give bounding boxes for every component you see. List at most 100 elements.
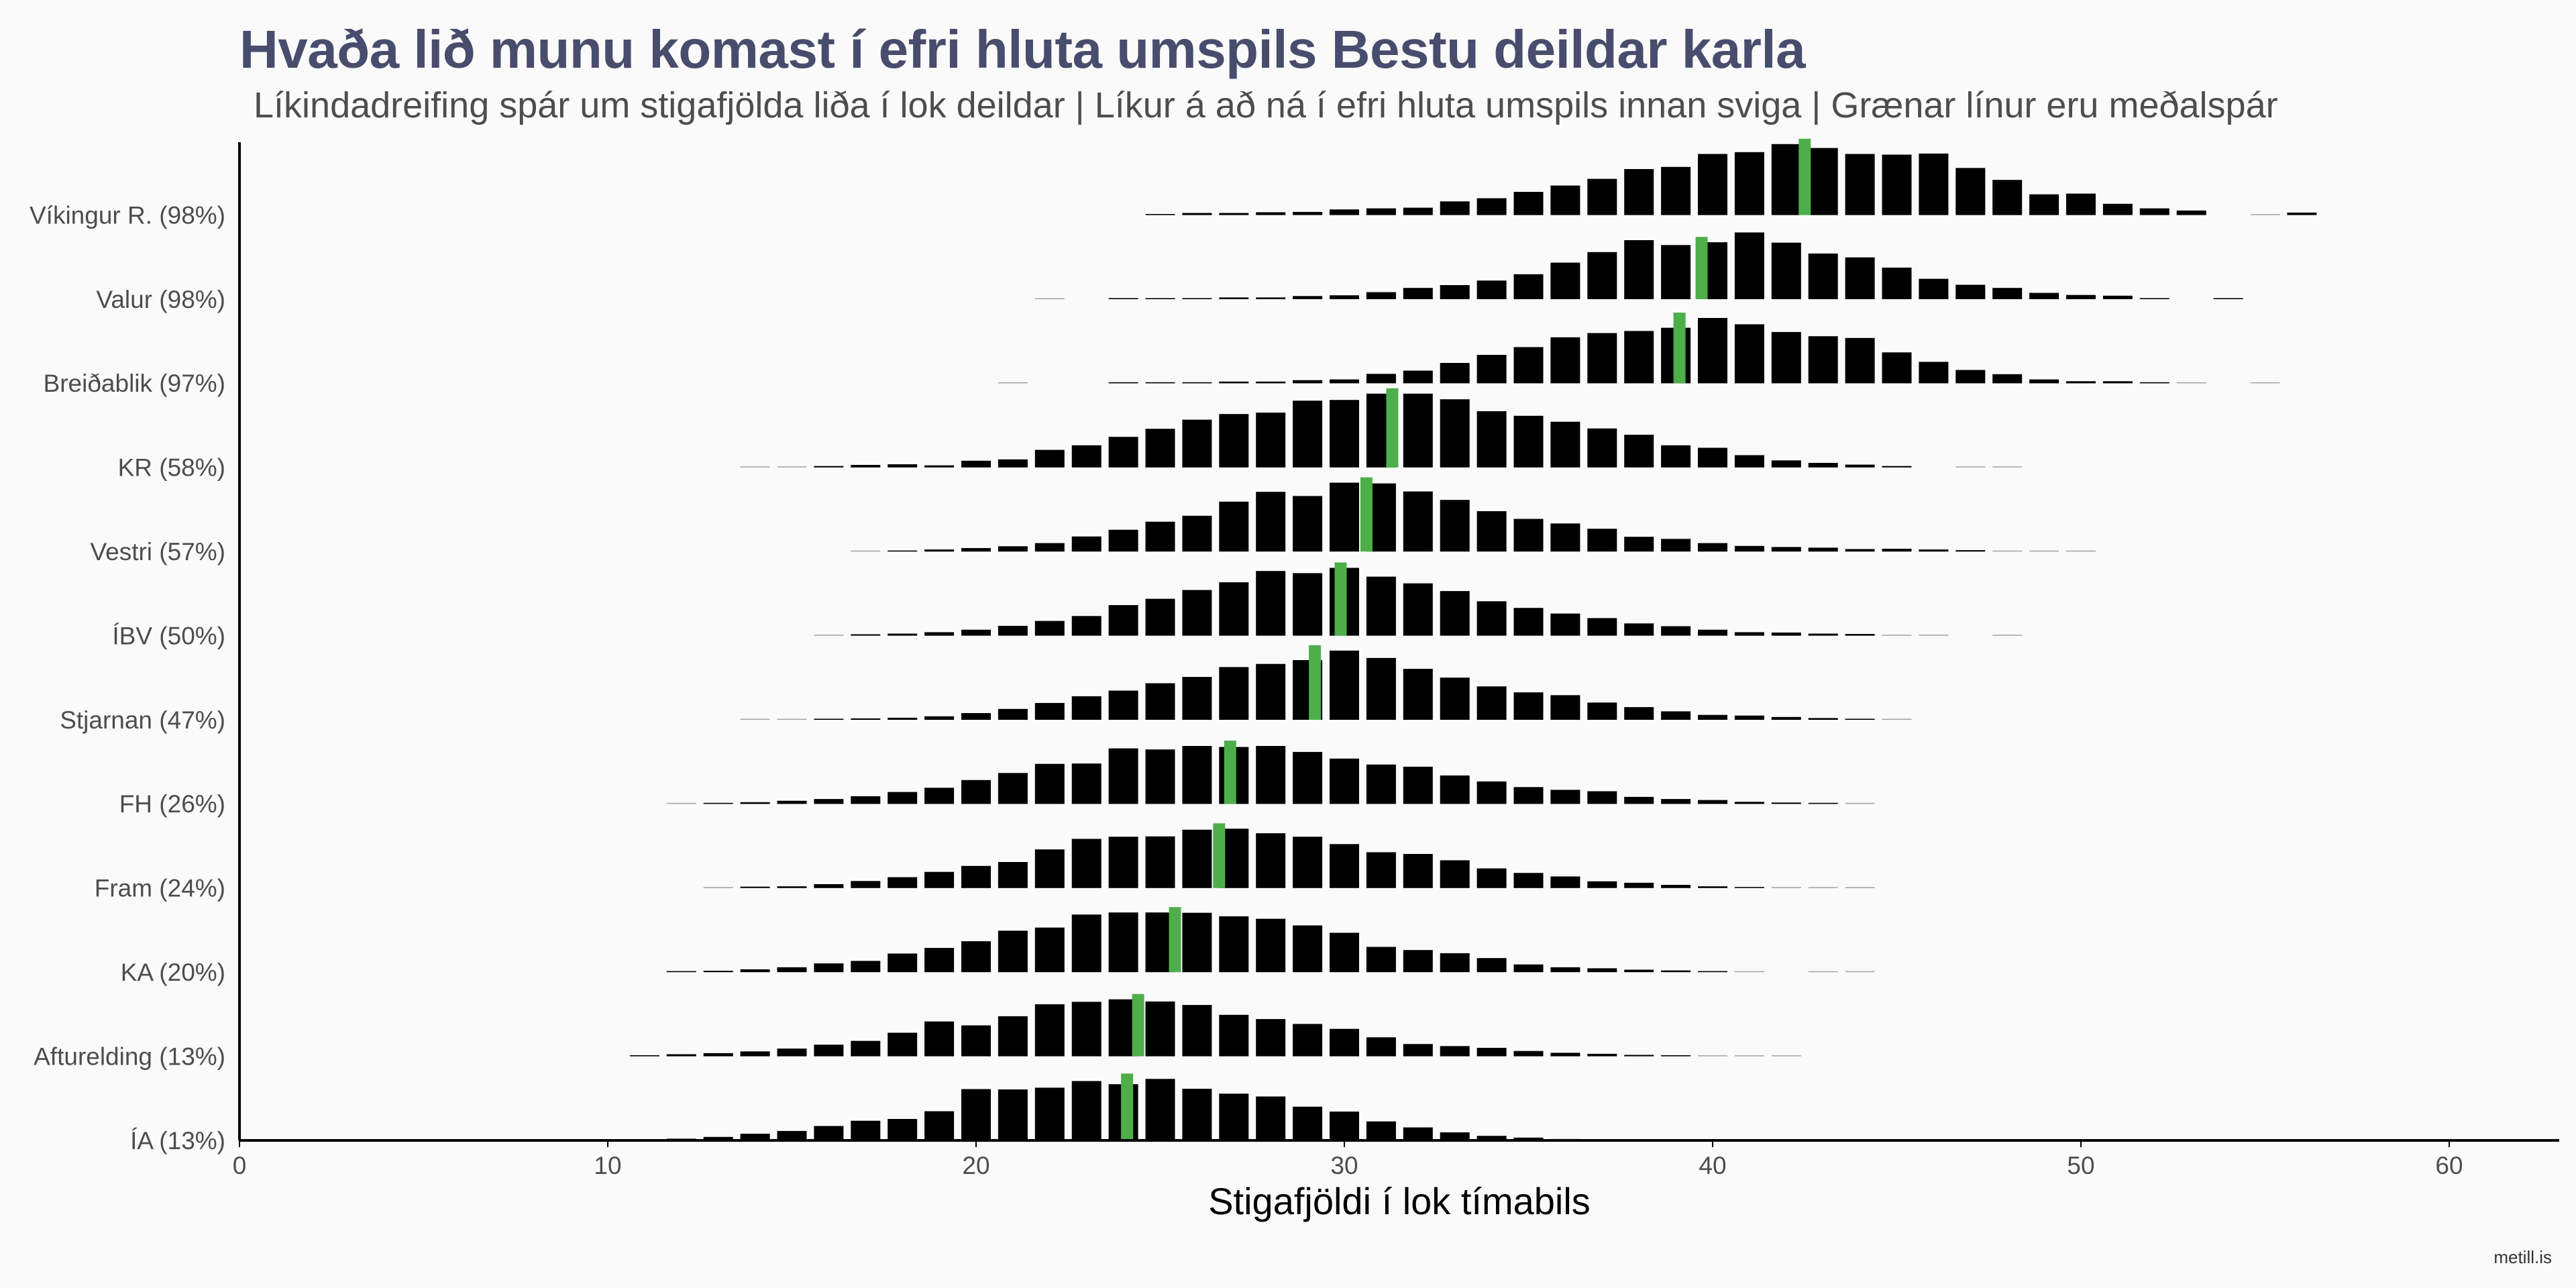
probability-bar xyxy=(1034,298,1065,299)
probability-bar xyxy=(888,1032,918,1057)
probability-bar xyxy=(1698,971,1727,973)
probability-bar xyxy=(1071,839,1102,888)
probability-bar xyxy=(851,634,881,636)
probability-bar xyxy=(1108,912,1138,973)
probability-bar xyxy=(1293,751,1323,804)
probability-bar xyxy=(1071,696,1102,720)
probability-bar xyxy=(961,941,991,973)
probability-bar xyxy=(1845,802,1875,804)
probability-bar xyxy=(1034,621,1065,636)
probability-bar xyxy=(1624,169,1654,215)
team-label: Víkingur R. (98%) xyxy=(30,201,225,229)
team-row xyxy=(740,645,1912,720)
probability-bar xyxy=(1034,849,1065,888)
probability-bar xyxy=(1919,549,1949,552)
probability-bar xyxy=(1182,746,1212,804)
probability-bar xyxy=(1440,399,1470,468)
team-row xyxy=(666,741,1875,804)
probability-bar xyxy=(1219,1014,1249,1057)
probability-bar xyxy=(1440,591,1470,636)
probability-bar xyxy=(851,881,881,888)
probability-bar xyxy=(888,633,918,636)
source-caption: metill.is xyxy=(2493,1247,2552,1267)
probability-bar xyxy=(2066,381,2096,384)
probability-bar xyxy=(1587,618,1617,636)
probability-bar xyxy=(1550,876,1580,888)
probability-bar xyxy=(2102,203,2133,215)
probability-bar xyxy=(1624,1055,1654,1057)
probability-bar xyxy=(1256,212,1286,215)
probability-bar xyxy=(1771,242,1801,299)
probability-bar xyxy=(1330,482,1359,552)
probability-bar xyxy=(998,708,1028,720)
probability-bar xyxy=(888,1119,918,1140)
probability-bar xyxy=(1513,787,1544,804)
probability-bar xyxy=(1440,1132,1470,1140)
probability-bar xyxy=(1182,912,1212,973)
probability-bar xyxy=(1882,635,1912,636)
probability-bar xyxy=(2176,210,2206,215)
axis-layer: Víkingur R. (98%) Valur (98%) Breiðablik (… xyxy=(30,142,2559,1179)
probability-bar xyxy=(851,1040,881,1057)
x-tick-label: 0 xyxy=(233,1152,247,1179)
probability-bar xyxy=(703,1053,733,1057)
probability-bar xyxy=(1034,927,1065,973)
probability-bar xyxy=(924,871,955,888)
probability-bar xyxy=(1071,1002,1102,1057)
probability-bar xyxy=(1955,168,1986,215)
probability-bar xyxy=(1219,297,1249,299)
probability-bar xyxy=(1771,802,1801,804)
probability-bar xyxy=(1219,1093,1249,1140)
probability-bar xyxy=(1698,886,1727,888)
probability-bar xyxy=(998,773,1028,804)
probability-bar xyxy=(1624,882,1654,888)
probability-bar xyxy=(1440,860,1470,888)
probability-bar xyxy=(1587,968,1617,973)
probability-bar xyxy=(1182,382,1212,384)
probability-bar xyxy=(1330,1028,1359,1057)
probability-bar xyxy=(1661,245,1691,299)
probability-bar xyxy=(1477,686,1507,720)
probability-bar xyxy=(1698,629,1727,636)
x-tick-label: 50 xyxy=(2067,1152,2094,1179)
probability-bar xyxy=(1992,466,2023,468)
probability-bar xyxy=(2250,214,2280,215)
probability-bar xyxy=(1477,198,1507,215)
probability-bar xyxy=(1587,1053,1617,1057)
probability-bar xyxy=(1256,746,1286,804)
probability-bar xyxy=(1293,211,1323,215)
probability-bar xyxy=(1034,702,1065,720)
probability-bar xyxy=(1661,539,1691,552)
probability-bar xyxy=(1734,887,1764,888)
probability-bar xyxy=(1440,1046,1470,1057)
probability-bar xyxy=(1550,421,1580,468)
probability-bar xyxy=(1513,347,1544,384)
probability-bar xyxy=(1366,292,1396,299)
probability-bar xyxy=(1550,523,1580,552)
team-row xyxy=(851,477,2096,552)
probability-bar xyxy=(1845,971,1875,973)
probability-bar xyxy=(1513,192,1544,215)
probability-bar xyxy=(1182,419,1212,468)
probability-bar xyxy=(1550,613,1580,636)
probability-bar xyxy=(1771,716,1801,720)
probability-bar xyxy=(1366,576,1396,636)
probability-bar xyxy=(1440,775,1470,804)
probability-bar xyxy=(1403,669,1433,720)
probability-bar xyxy=(1071,914,1102,973)
probability-bar xyxy=(1587,333,1617,384)
probability-bar xyxy=(1698,800,1727,804)
x-tick-label: 60 xyxy=(2435,1152,2463,1179)
probability-bar xyxy=(1366,1037,1396,1057)
probability-bar xyxy=(1182,1005,1212,1057)
probability-bar xyxy=(1845,718,1875,720)
probability-bar xyxy=(814,1044,844,1057)
probability-bar xyxy=(1440,953,1470,973)
team-row xyxy=(629,994,1801,1057)
probability-bar xyxy=(1771,547,1801,552)
probability-bar xyxy=(888,877,918,888)
probability-bar xyxy=(924,549,955,552)
probability-bar xyxy=(2139,208,2169,215)
probability-bar xyxy=(961,548,991,552)
probability-bar xyxy=(1624,537,1654,552)
